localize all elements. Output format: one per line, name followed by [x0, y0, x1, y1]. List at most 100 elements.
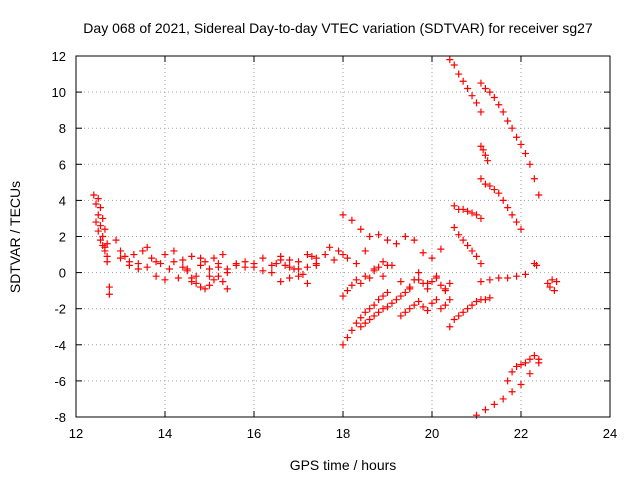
series-sat-y — [477, 270, 529, 286]
data-point — [197, 261, 205, 269]
data-point — [161, 276, 169, 284]
data-point — [508, 211, 516, 219]
y-tick-label: 2 — [59, 230, 66, 245]
data-point — [92, 218, 100, 226]
data-point — [419, 279, 427, 287]
data-point — [152, 272, 160, 280]
y-tick-label: -2 — [54, 302, 66, 317]
y-tick-label: 0 — [59, 266, 66, 281]
data-point — [428, 299, 436, 307]
data-point — [259, 267, 267, 275]
data-point — [192, 272, 200, 280]
series-sat-q — [406, 269, 454, 295]
data-point — [437, 281, 445, 289]
data-point — [370, 267, 378, 275]
y-tick-label: 8 — [59, 121, 66, 136]
data-point — [361, 272, 369, 280]
data-point — [384, 236, 391, 244]
data-point — [495, 189, 503, 197]
data-point — [415, 297, 423, 305]
data-point — [121, 252, 129, 260]
data-point — [401, 233, 409, 240]
series-sat-t — [446, 294, 494, 331]
data-point — [101, 247, 109, 255]
data-point — [179, 263, 187, 271]
data-point — [473, 411, 480, 419]
series-sat-l — [343, 247, 449, 293]
data-point — [477, 175, 485, 183]
data-point — [521, 270, 529, 278]
data-point — [455, 70, 463, 78]
data-point — [197, 283, 205, 291]
data-point — [165, 265, 173, 273]
data-point — [308, 252, 316, 260]
data-point — [530, 175, 538, 183]
data-point — [450, 61, 458, 69]
data-point — [428, 254, 436, 262]
data-point — [517, 381, 525, 389]
data-point — [397, 292, 405, 300]
data-point — [375, 263, 383, 271]
data-point — [504, 377, 512, 385]
data-point — [303, 279, 311, 287]
data-point — [464, 207, 472, 215]
data-point — [188, 252, 196, 260]
data-point — [419, 249, 427, 257]
data-point — [268, 261, 276, 269]
data-point — [495, 101, 503, 109]
data-point — [526, 355, 534, 363]
data-point — [183, 265, 191, 273]
data-point — [99, 233, 107, 240]
data-point — [375, 231, 383, 239]
data-point — [379, 305, 387, 313]
data-point — [366, 233, 374, 240]
data-point — [99, 214, 107, 222]
data-point — [188, 274, 196, 282]
series-sat-k — [339, 211, 445, 262]
data-point — [446, 296, 454, 304]
data-point — [486, 294, 494, 302]
series-sat-u — [446, 56, 485, 116]
data-point — [214, 260, 222, 268]
data-point — [455, 312, 463, 320]
x-tick-label: 18 — [336, 426, 350, 441]
data-point — [103, 240, 111, 248]
data-point — [410, 276, 418, 284]
data-point — [468, 209, 476, 217]
y-tick-label: 12 — [52, 49, 66, 64]
data-point — [157, 260, 165, 268]
data-point — [526, 370, 534, 378]
data-point — [546, 283, 554, 291]
data-point — [330, 256, 338, 264]
data-point — [392, 296, 400, 304]
data-point — [441, 301, 449, 309]
data-point — [477, 79, 485, 87]
series-sat-f — [183, 265, 231, 293]
data-point — [130, 251, 138, 259]
data-point — [513, 362, 521, 370]
data-point — [348, 281, 356, 289]
data-point — [219, 278, 227, 286]
data-point — [303, 251, 311, 259]
data-point — [384, 261, 391, 269]
data-point — [504, 274, 512, 282]
data-point — [437, 305, 445, 313]
data-point — [339, 211, 347, 219]
x-tick-label: 14 — [158, 426, 172, 441]
data-point — [101, 225, 109, 233]
series-sat-ac — [530, 260, 541, 269]
series-sat-p — [397, 296, 454, 320]
data-point — [459, 236, 467, 244]
data-point — [499, 395, 507, 403]
data-point — [105, 290, 113, 298]
y-axis-title: SDTVAR / TECUs — [7, 181, 23, 293]
data-point — [548, 276, 556, 284]
data-point — [473, 252, 480, 260]
data-point — [295, 272, 302, 280]
data-point — [348, 216, 356, 224]
data-point — [468, 301, 476, 309]
data-point — [223, 285, 231, 293]
data-point — [544, 279, 552, 287]
series-sat-aa — [504, 352, 543, 385]
